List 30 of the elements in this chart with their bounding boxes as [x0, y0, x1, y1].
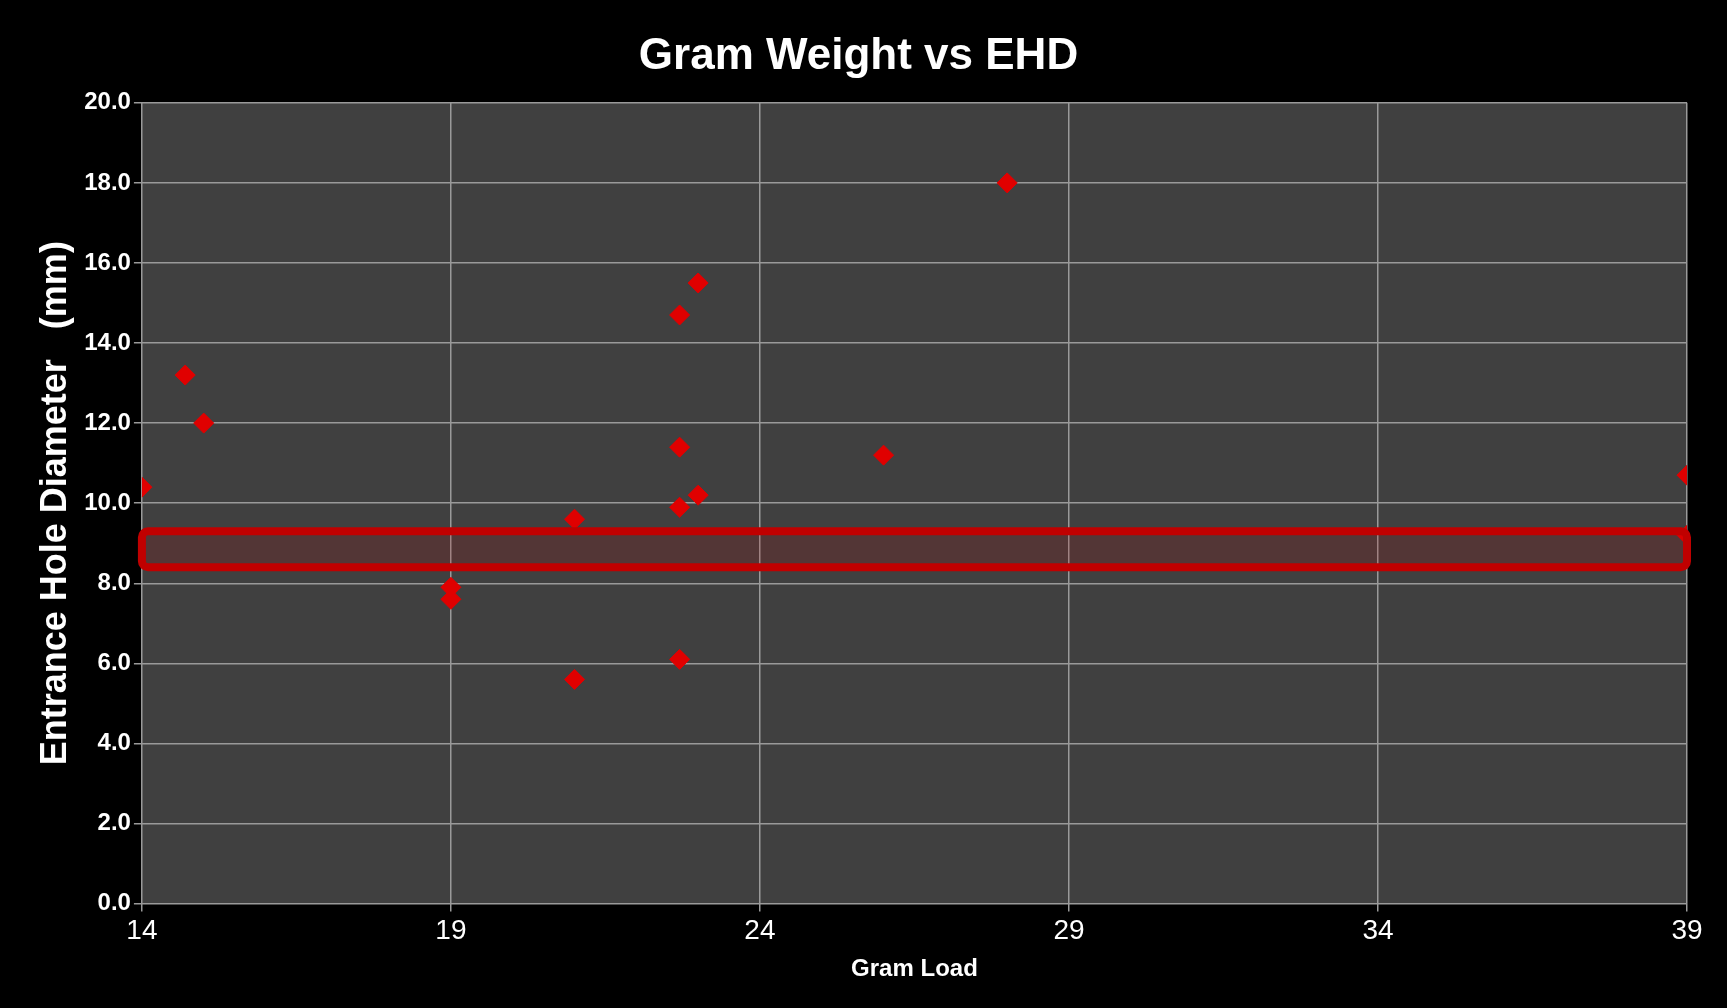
- point: [669, 648, 691, 670]
- chart-title: Gram Weight vs EHD: [638, 28, 1079, 78]
- point: [687, 272, 709, 294]
- point: [564, 668, 586, 690]
- y-tick-label: 4.0: [97, 728, 131, 756]
- point: [687, 484, 709, 506]
- point: [564, 508, 586, 530]
- y-tick-label: 16.0: [84, 247, 131, 275]
- point: [669, 436, 691, 458]
- y-tick-label: 14.0: [84, 327, 131, 355]
- y-tick-label: 10.0: [84, 487, 131, 515]
- y-axis-title: Entrance Hole Diameter (mm): [32, 241, 74, 766]
- point: [873, 444, 895, 466]
- x-axis-title: Gram Load: [851, 954, 978, 982]
- y-tick-label: 20.0: [84, 87, 131, 115]
- x-tick-label: 14: [126, 914, 158, 946]
- x-tick-label: 29: [1053, 914, 1085, 946]
- y-tick-label: 18.0: [84, 167, 131, 195]
- y-tick-label: 0.0: [97, 888, 131, 916]
- y-tick-label: 8.0: [97, 567, 131, 595]
- x-tick-label: 24: [744, 914, 776, 946]
- point: [669, 496, 691, 518]
- y-tick-label: 12.0: [84, 407, 131, 435]
- x-tick-label: 19: [435, 914, 467, 946]
- x-tick-label: 34: [1362, 914, 1394, 946]
- point: [996, 172, 1018, 194]
- y-tick-label: 2.0: [97, 808, 131, 836]
- point: [669, 304, 691, 326]
- y-tick-label: 6.0: [97, 647, 131, 675]
- x-tick-label: 39: [1671, 914, 1703, 946]
